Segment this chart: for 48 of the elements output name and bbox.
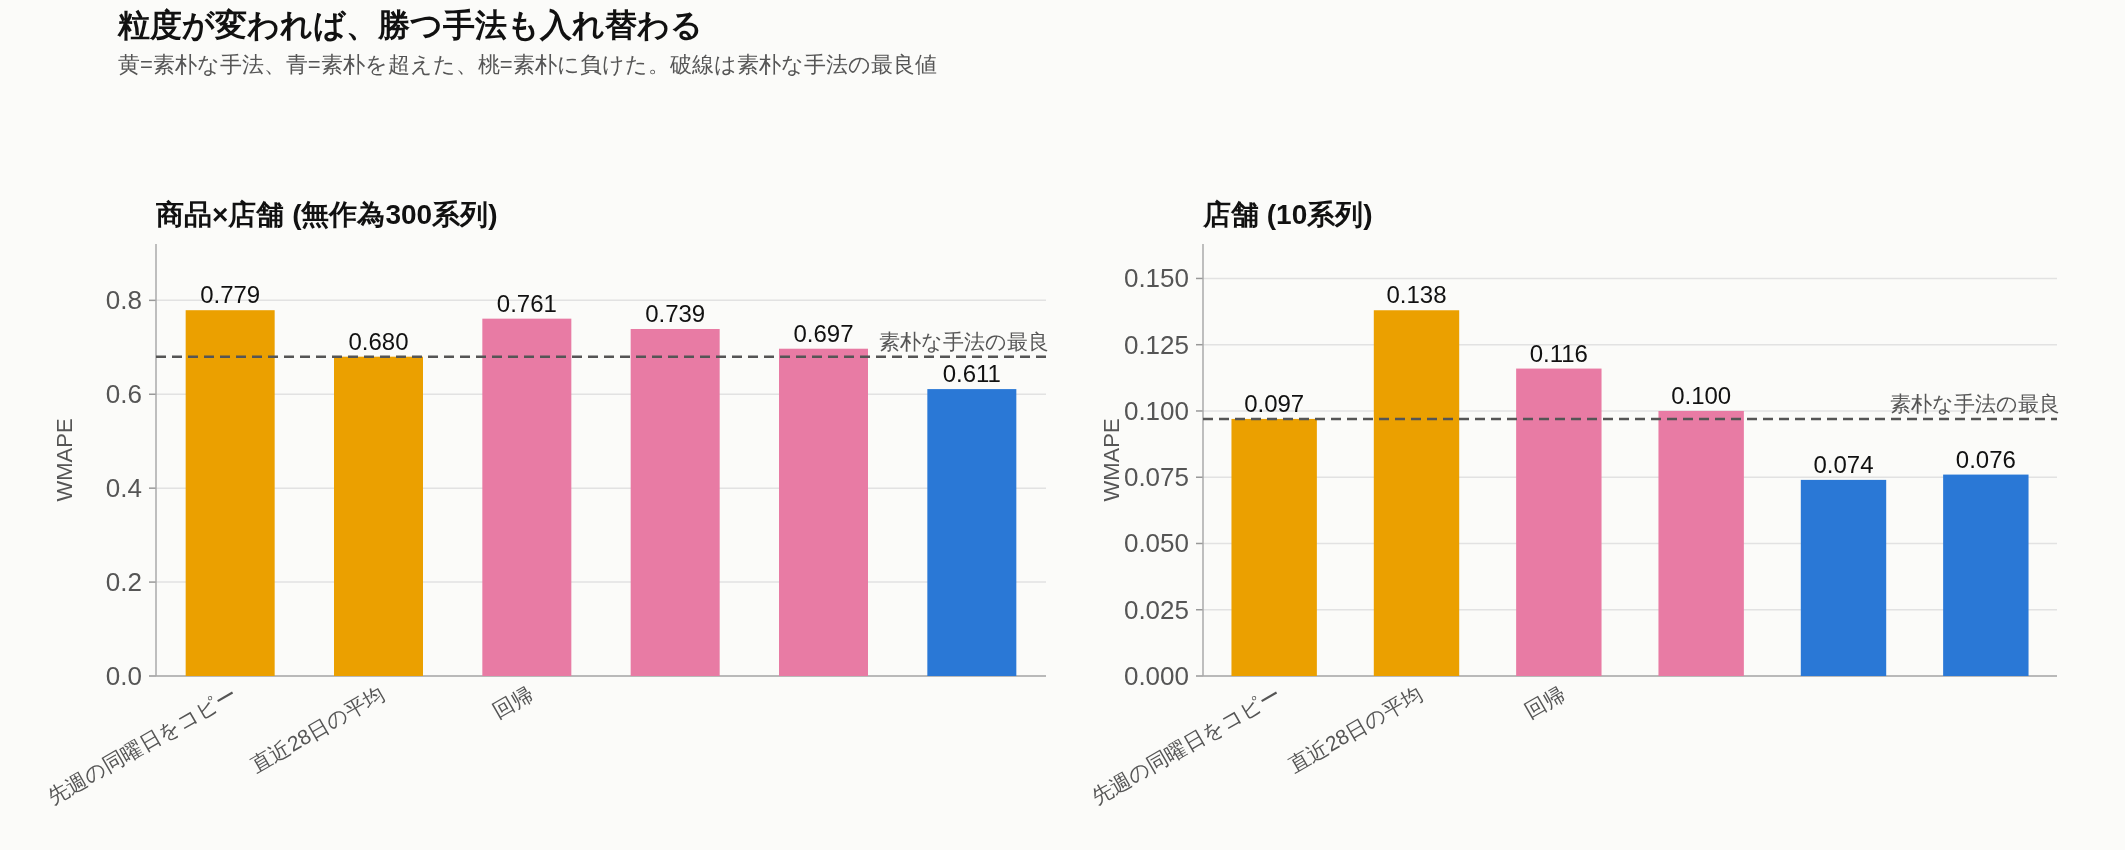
x-tick-label: 直近28日の平均 [246,681,389,777]
bar [1800,479,1887,676]
bar [482,318,572,676]
data-label: 0.138 [1386,281,1447,309]
data-label: 0.100 [1671,381,1732,409]
y-tick-label: 0.150 [1123,263,1189,294]
y-tick-label: 0.075 [1123,462,1189,493]
data-label: 0.739 [645,299,706,327]
data-label: 0.611 [942,360,1001,388]
y-tick-label: 0.0 [105,661,142,691]
y-tick-label: 0.100 [1123,395,1189,426]
data-label: 0.074 [1813,450,1874,478]
bar [185,310,275,676]
data-label: 0.761 [496,289,557,317]
bar [334,356,423,676]
x-tick-label: 回帰 [488,681,537,723]
x-tick-label: 直近28日の平均 [1284,681,1427,777]
bar [1658,410,1744,676]
chart-title: 店舗 (10系列) [1202,199,1373,230]
y-tick-label: 0.8 [105,285,142,316]
data-label: 0.680 [348,327,409,355]
data-label: 0.116 [1529,339,1588,367]
y-axis-title: WMAPE [52,418,77,502]
bar [630,328,720,676]
data-label: 0.697 [793,319,854,347]
y-tick-label: 0.000 [1123,661,1189,691]
bar [1516,368,1602,676]
y-tick-label: 0.125 [1123,329,1189,360]
chart-title: 商品×店舗 (無作為300系列) [155,199,498,230]
bar [927,389,1017,676]
bar [1373,310,1460,676]
y-tick-label: 0.2 [105,567,142,598]
ref-line-label: 素朴な手法の最良 [879,329,1049,353]
data-label: 0.076 [1955,445,2016,473]
ref-line-label: 素朴な手法の最良 [1890,391,2060,415]
y-tick-label: 0.050 [1123,528,1189,559]
y-axis-title: WMAPE [1099,418,1124,502]
data-label: 0.097 [1244,389,1305,417]
y-tick-label: 0.6 [105,379,142,410]
text: 粒度が変われば、勝つ手法も入れ替わる [117,7,703,43]
text: 黄=素朴な手法、青=素朴を超えた、桃=素朴に負けた。破線は素朴な手法の最良値 [118,52,937,77]
y-tick-label: 0.4 [105,473,142,504]
y-tick-label: 0.025 [1123,594,1189,625]
bar [1943,474,2029,676]
bar [779,348,868,676]
bar [1231,418,1317,676]
x-tick-label: 回帰 [1520,681,1569,723]
data-label: 0.779 [200,281,261,309]
